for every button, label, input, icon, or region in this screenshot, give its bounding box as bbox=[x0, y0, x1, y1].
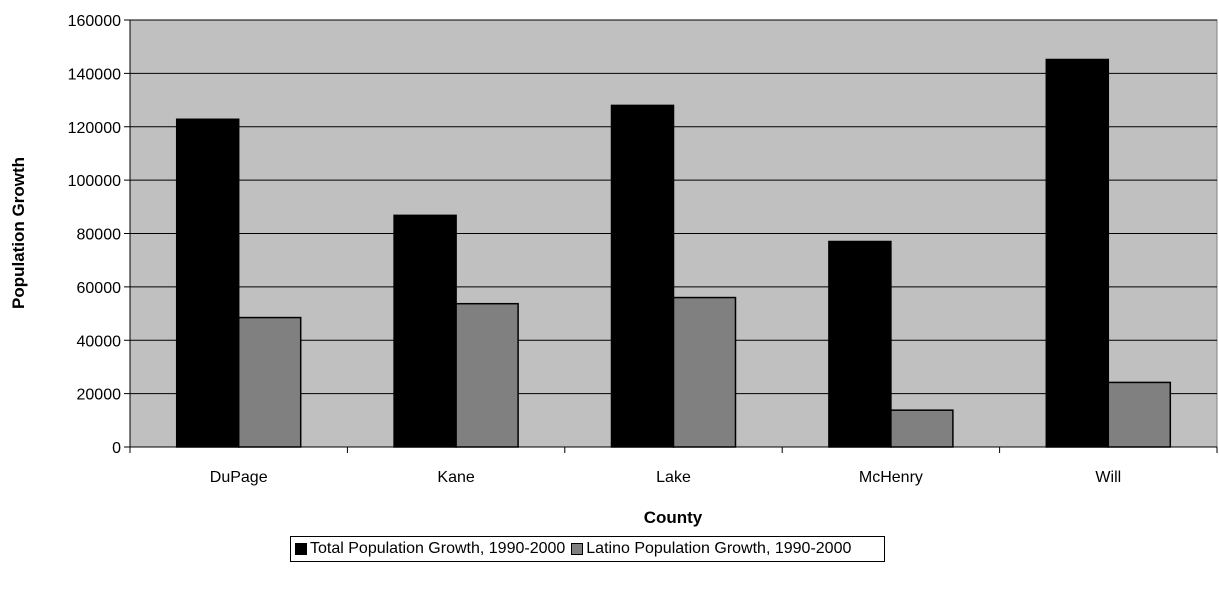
bar-total bbox=[828, 240, 892, 448]
x-tick-label: Will bbox=[1095, 469, 1121, 486]
x-tick-labels: DuPage Kane Lake McHenry Will bbox=[210, 469, 1121, 486]
bar-latino bbox=[672, 296, 737, 448]
bar-latino bbox=[455, 302, 519, 448]
legend-label-total: Total Population Growth, 1990-2000 bbox=[310, 540, 566, 557]
y-tick-label: 140000 bbox=[68, 66, 121, 83]
x-tick-label: McHenry bbox=[859, 469, 923, 486]
x-tick-label: DuPage bbox=[210, 469, 268, 486]
y-tick-labels: 0 20000 40000 60000 80000 100000 120000 140000 1… bbox=[68, 13, 121, 457]
y-tick-label: 20000 bbox=[77, 387, 122, 404]
y-tick-label: 100000 bbox=[68, 173, 121, 190]
x-tick-label: Kane bbox=[437, 469, 474, 486]
bar-total bbox=[610, 104, 675, 448]
bars bbox=[175, 58, 1172, 448]
y-axis-title: Population Growth bbox=[9, 157, 28, 309]
bar-chart: 0 20000 40000 60000 80000 100000 120000 140000 1… bbox=[9, 13, 1218, 527]
legend-item-total: Total Population Growth, 1990-2000 bbox=[295, 540, 565, 558]
y-tick-label: 80000 bbox=[77, 227, 122, 244]
y-tick-label: 0 bbox=[112, 440, 121, 457]
legend: Total Population Growth, 1990-2000 Latin… bbox=[290, 536, 885, 562]
y-tick-label: 120000 bbox=[68, 120, 121, 137]
y-tick-label: 40000 bbox=[77, 333, 122, 350]
y-tick-label: 60000 bbox=[77, 280, 122, 297]
legend-item-latino: Latino Population Growth, 1990-2000 bbox=[571, 540, 851, 558]
y-tick-label: 160000 bbox=[68, 13, 121, 30]
bar-total bbox=[393, 214, 457, 448]
legend-label-latino: Latino Population Growth, 1990-2000 bbox=[586, 540, 852, 557]
bar-latino bbox=[890, 409, 954, 448]
bar-total bbox=[175, 118, 240, 448]
bar-latino bbox=[1107, 381, 1172, 448]
legend-swatch-total bbox=[295, 543, 307, 555]
legend-swatch-latino bbox=[571, 543, 584, 555]
bar-latino bbox=[237, 316, 302, 448]
x-tick-label: Lake bbox=[656, 469, 691, 486]
x-axis-title: County bbox=[644, 508, 703, 527]
axes bbox=[124, 19, 1218, 453]
bar-total bbox=[1045, 58, 1110, 448]
